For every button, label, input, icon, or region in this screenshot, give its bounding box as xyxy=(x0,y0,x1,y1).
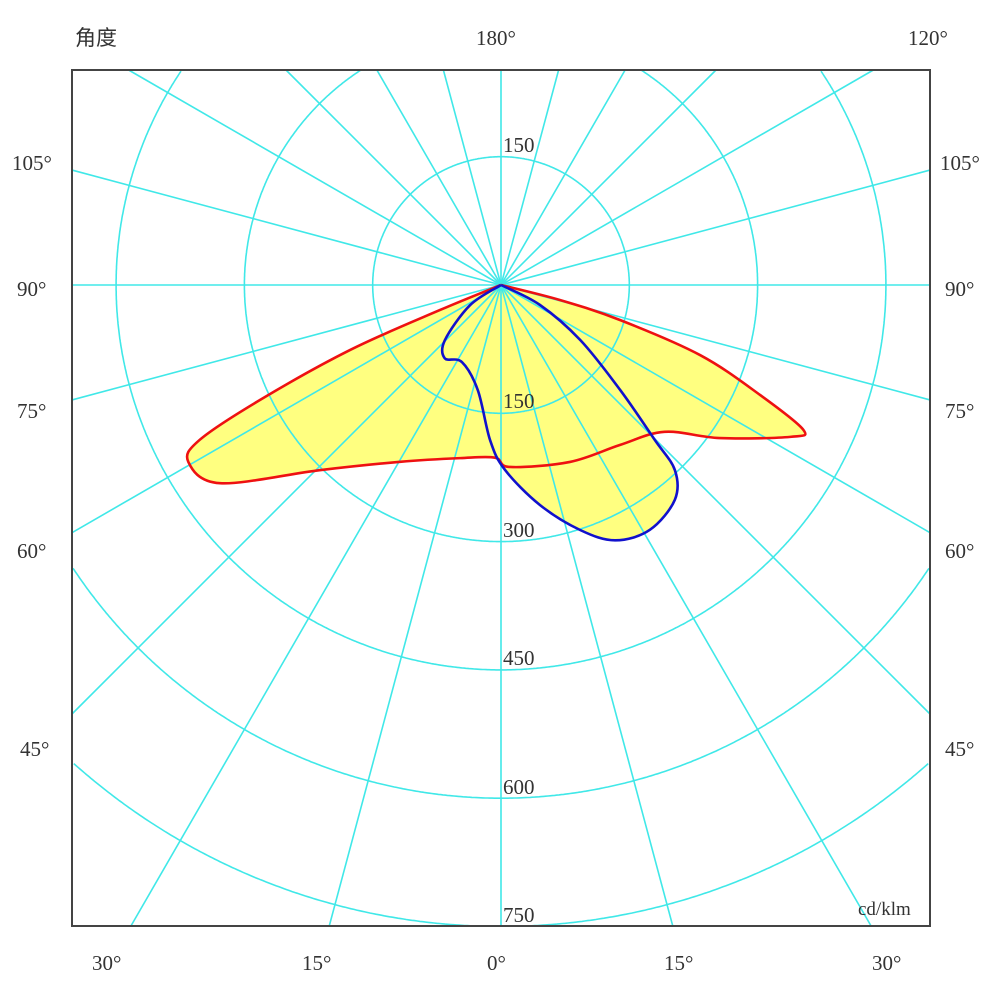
grid-radial-line xyxy=(500,284,931,534)
grid-radial-line xyxy=(500,69,560,286)
grid-radial-line xyxy=(376,69,502,286)
grid-radial-line xyxy=(500,69,626,286)
angle-label-left-75: 75° xyxy=(17,399,46,423)
grid-radial-line xyxy=(500,69,717,286)
grid-circle xyxy=(73,763,929,927)
ring-label-150-top: 150 xyxy=(503,133,535,157)
grid-radial-line xyxy=(130,284,502,927)
grid-radial-line xyxy=(500,284,674,927)
angle-label-top-120: 120° xyxy=(908,26,948,50)
grid-radial-line xyxy=(71,284,502,401)
corner-label: 角度 xyxy=(75,26,117,50)
ring-label-150: 150 xyxy=(503,389,535,413)
polar-grid xyxy=(71,69,931,927)
angle-label-bottom-30-left: 30° xyxy=(92,951,121,975)
grid-radial-line xyxy=(71,169,502,286)
grid-radial-line xyxy=(128,69,502,286)
angle-label-right-105: 105° xyxy=(940,151,980,175)
angle-label-right-60: 60° xyxy=(945,539,974,563)
angle-label-bottom-0: 0° xyxy=(487,951,506,975)
angle-label-left-45: 45° xyxy=(20,737,49,761)
curves xyxy=(185,283,807,542)
ring-label-750: 750 xyxy=(503,903,535,927)
grid-radial-line xyxy=(500,284,931,715)
grid-radial-line xyxy=(328,284,502,927)
angle-label-left-90: 90° xyxy=(17,277,46,301)
grid-radial-line xyxy=(500,169,931,286)
grid-circle xyxy=(115,70,887,671)
grid-radial-line xyxy=(285,69,502,286)
angle-label-right-75: 75° xyxy=(945,399,974,423)
angle-label-right-90: 90° xyxy=(945,277,974,301)
grid-radial-line xyxy=(71,284,502,534)
grid-radial-line xyxy=(500,69,874,286)
grid-circle xyxy=(243,69,759,543)
ring-label-600: 600 xyxy=(503,775,535,799)
angle-label-left-105: 105° xyxy=(12,151,52,175)
angle-label-bottom-15-left: 15° xyxy=(302,951,331,975)
ring-label-450: 450 xyxy=(503,646,535,670)
ring-label-300: 300 xyxy=(503,518,535,542)
angle-label-left-60: 60° xyxy=(17,539,46,563)
plot-frame xyxy=(71,69,931,927)
series-curve-2 xyxy=(440,283,680,542)
grid-radial-line xyxy=(71,284,502,715)
angle-label-top-180: 180° xyxy=(476,26,516,50)
angle-label-bottom-15-right: 15° xyxy=(664,951,693,975)
grid-radial-line xyxy=(500,284,872,927)
angle-label-bottom-30-right: 30° xyxy=(872,951,901,975)
unit-label: cd/klm xyxy=(858,899,911,920)
grid-radial-line xyxy=(442,69,502,286)
angle-label-right-45: 45° xyxy=(945,737,974,761)
